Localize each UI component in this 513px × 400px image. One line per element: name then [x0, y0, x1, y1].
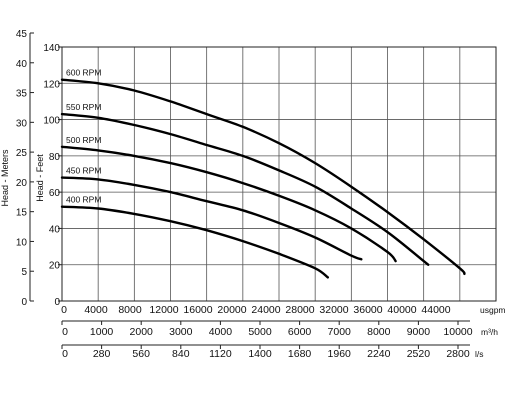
- x-tick-label-usgpm: 32000: [319, 304, 348, 316]
- series-line: [60, 205, 329, 279]
- x-axis-usgpm: 0 4000 8000 12000 16000 20000 24000 28000 32000 3…: [61, 304, 505, 316]
- x-tick-label-usgpm: 20000: [217, 304, 246, 316]
- x-tick-label-usgpm: 36000: [353, 304, 382, 316]
- x-tick-label-m3h: 7000: [328, 326, 352, 338]
- y-meters-tick-label: 0: [21, 297, 27, 308]
- x-tick-label-ls: 1120: [209, 348, 232, 360]
- x-axis-unit-m3h: m³/h: [481, 327, 498, 337]
- y-feet-ticks: 0 20 40 60 80 100 120 140: [43, 43, 62, 308]
- x-tick-label-m3h: 10000: [443, 326, 472, 338]
- y-axes: 0 5 10 15 20 25 30 35 40 45 0 20 40 60 80 100 120 140 He…: [0, 29, 62, 308]
- y-meters-tick-label: 30: [16, 118, 28, 129]
- series-label: 450 RPM: [66, 166, 101, 176]
- x-tick-label-ls: 1680: [288, 348, 312, 360]
- y-feet-tick-label: 0: [54, 297, 60, 308]
- y-meters-tick-label: 40: [16, 59, 28, 70]
- y-meters-tick-label: 35: [16, 89, 28, 100]
- plot-frame: [61, 46, 497, 302]
- series-label: 400 RPM: [66, 195, 101, 205]
- x-axis-ls: 0 280 560 840 1120 1400 1680 1960 2240 2520 2800 l/…: [61, 344, 484, 360]
- y-meters-tick-label: 25: [16, 148, 28, 159]
- x-tick-label-ls: 560: [132, 348, 150, 360]
- x-tick-label-usgpm: 12000: [149, 304, 178, 316]
- y-feet-tick-label: 80: [49, 152, 61, 163]
- x-axis-unit-ls: l/s: [475, 349, 484, 359]
- series-line: [60, 176, 363, 261]
- series: 600 RPM 550 RPM 500 RPM 450 RPM 400 RPM: [60, 68, 466, 279]
- series-label: 500 RPM: [66, 135, 101, 145]
- x-tick-label-usgpm: 40000: [387, 304, 416, 316]
- x-tick-label-usgpm: 4000: [84, 304, 108, 316]
- y-feet-tick-label: 40: [49, 224, 61, 235]
- x-tick-label-ls: 2520: [407, 348, 431, 360]
- x-tick-label-m3h: 3000: [169, 326, 193, 338]
- x-tick-label-m3h: 6000: [288, 326, 312, 338]
- series-line: [60, 112, 430, 266]
- y-feet-tick-label: 140: [43, 43, 60, 54]
- y-meters-tick-label: 20: [16, 178, 28, 189]
- x-tick-label-m3h: 0: [62, 326, 68, 338]
- x-tick-label-ls: 2240: [367, 348, 391, 360]
- series-label: 550 RPM: [66, 102, 101, 112]
- x-tick-label-m3h: 2000: [130, 326, 154, 338]
- x-tick-label-usgpm: 24000: [251, 304, 280, 316]
- x-tick-label-ls: 2800: [446, 348, 470, 360]
- x-tick-label-m3h: 9000: [407, 326, 431, 338]
- x-tick-label-usgpm: 16000: [183, 304, 212, 316]
- y-feet-tick-label: 100: [43, 116, 60, 127]
- y-meters-tick-label: 45: [16, 29, 28, 40]
- x-tick-label-ls: 0: [62, 348, 68, 360]
- x-axes: 0 4000 8000 12000 16000 20000 24000 28000 32000 3…: [61, 304, 505, 360]
- x-tick-label-m3h: 8000: [367, 326, 391, 338]
- y-meters-tick-label: 10: [16, 237, 28, 248]
- y-meters-tick-label: 15: [16, 208, 28, 219]
- y-feet-tick-label: 120: [43, 79, 60, 90]
- y-meters-ticks: 0 5 10 15 20 25 30 35 40 45: [16, 29, 34, 308]
- x-tick-label-usgpm: 0: [61, 304, 67, 316]
- x-tick-label-ls: 1960: [328, 348, 352, 360]
- grid: [62, 47, 496, 301]
- x-axis-m3h: 0 1000 2000 3000 4000 5000 6000 7000 8000 9000 100…: [61, 320, 498, 338]
- x-tick-label-ls: 280: [93, 348, 111, 360]
- y-feet-tick-label: 20: [49, 261, 61, 272]
- x-tick-label-usgpm: 28000: [285, 304, 314, 316]
- x-axis-unit-usgpm: usgpm: [480, 305, 506, 315]
- x-tick-label-m3h: 1000: [90, 326, 114, 338]
- y-meters-axis-label: Head - Meters: [0, 149, 10, 207]
- x-tick-label-ls: 1400: [248, 348, 272, 360]
- series-label: 600 RPM: [66, 68, 101, 78]
- series-line: [60, 78, 466, 275]
- x-tick-label-usgpm: 44000: [421, 304, 450, 316]
- x-tick-label-ls: 840: [172, 348, 190, 360]
- series-line: [60, 145, 397, 263]
- y-feet-tick-label: 60: [49, 188, 61, 199]
- x-tick-label-m3h: 5000: [248, 326, 272, 338]
- y-feet-axis-label: Head - Feet: [35, 154, 45, 202]
- x-tick-label-m3h: 4000: [209, 326, 233, 338]
- y-meters-tick-label: 5: [21, 267, 27, 278]
- x-tick-label-usgpm: 8000: [118, 304, 142, 316]
